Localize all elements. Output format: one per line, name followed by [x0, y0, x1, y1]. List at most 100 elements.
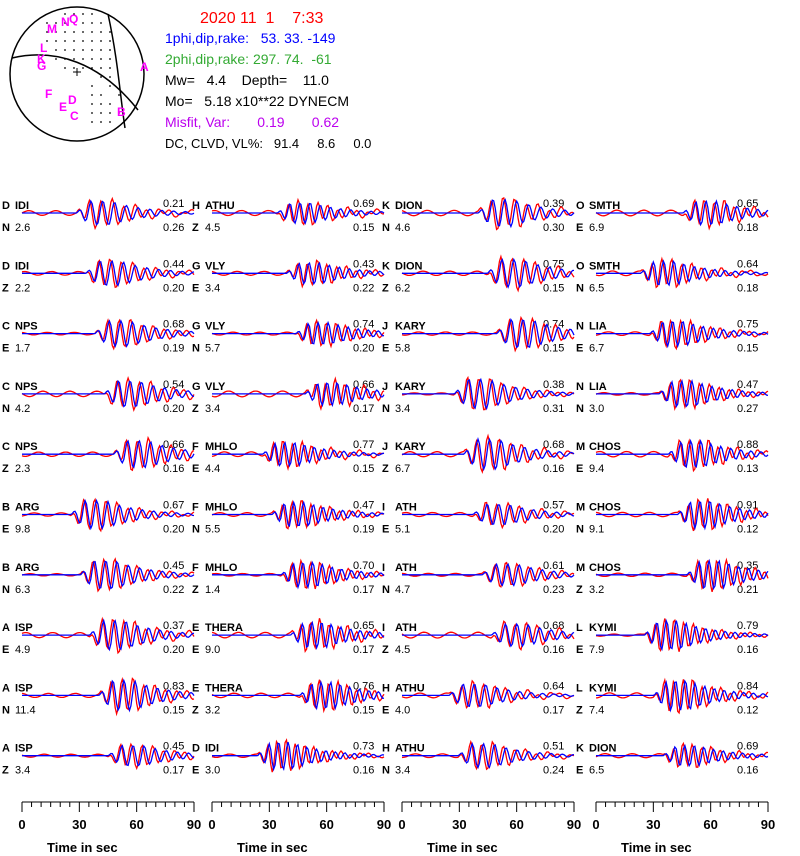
- synthetic-waveform: [596, 259, 769, 287]
- waveform-panel: G VLY E 3.4 0.43 0.22: [192, 258, 385, 294]
- compression-dot: [73, 31, 75, 33]
- tick-label: 90: [761, 817, 775, 832]
- observed-waveform: [21, 435, 195, 472]
- station-name: ARG: [15, 562, 39, 574]
- tick-label: 30: [646, 817, 660, 832]
- variance-reduction: 0.17: [353, 644, 374, 656]
- correlation: 0.79: [737, 620, 758, 632]
- compression-dot: [91, 103, 93, 105]
- correlation: 0.88: [737, 439, 758, 451]
- station-name: THERA: [205, 682, 243, 694]
- compression-dot: [46, 22, 48, 24]
- amplitude: 6.2: [395, 282, 410, 294]
- component: N: [382, 222, 390, 234]
- waveform-panel: F MHLO N 5.5 0.47 0.19: [192, 500, 385, 536]
- compression-dot: [100, 58, 102, 60]
- station-code: B: [2, 502, 10, 514]
- amplitude: 4.5: [395, 644, 410, 656]
- amplitude: 4.7: [395, 584, 410, 596]
- compression-dot: [91, 85, 93, 87]
- variance-reduction: 0.15: [163, 704, 184, 716]
- component: N: [192, 343, 200, 355]
- tick-label: 30: [452, 817, 466, 832]
- correlation: 0.64: [737, 258, 758, 270]
- compression-dot: [64, 40, 66, 42]
- station-name: KYMI: [589, 622, 617, 634]
- amplitude: 3.4: [205, 282, 220, 294]
- station-name: ATHU: [395, 743, 425, 755]
- waveform-panel: A ISP E 4.9 0.37 0.20: [2, 616, 195, 656]
- compression-dot: [55, 40, 57, 42]
- compression-dot: [91, 40, 93, 42]
- variance-reduction: 0.16: [737, 765, 758, 777]
- component: Z: [576, 704, 583, 716]
- compression-dot: [100, 67, 102, 69]
- observed-waveform: [211, 738, 385, 773]
- variance-reduction: 0.20: [163, 524, 184, 536]
- bb-letter-a: A: [140, 60, 149, 74]
- observed-waveform: [595, 498, 769, 532]
- amplitude: 3.4: [15, 765, 30, 777]
- amplitude: 11.4: [15, 704, 36, 716]
- observed-waveform: [21, 616, 195, 655]
- correlation: 0.44: [163, 258, 184, 270]
- bb-letter-m: M: [47, 22, 57, 36]
- synthetic-waveform: [212, 381, 385, 408]
- amplitude: 5.7: [205, 343, 220, 355]
- synthetic-waveform: [212, 202, 385, 225]
- station-code: I: [382, 502, 385, 514]
- station-name: NPS: [15, 441, 38, 453]
- station-name: IDI: [15, 260, 29, 272]
- amplitude: 5.5: [205, 524, 220, 536]
- synthetic-waveform: [212, 261, 385, 286]
- compression-dot: [82, 67, 84, 69]
- variance-reduction: 0.19: [353, 524, 374, 536]
- component: N: [192, 524, 200, 536]
- tick-label: 60: [509, 817, 523, 832]
- compression-dot: [118, 94, 120, 96]
- waveform-panel: G VLY N 5.7 0.74 0.20: [192, 318, 385, 355]
- amplitude: 1.4: [205, 584, 220, 596]
- compression-dot: [109, 58, 111, 60]
- station-name: SMTH: [589, 260, 620, 272]
- compression-dot: [109, 76, 111, 78]
- waveform-panel: A ISP Z 3.4 0.45 0.17: [2, 741, 195, 777]
- amplitude: 3.4: [205, 403, 220, 415]
- compression-dot: [109, 121, 111, 123]
- correlation: 0.61: [543, 560, 564, 572]
- component: E: [576, 222, 583, 234]
- station-code: K: [576, 743, 584, 755]
- observed-waveform: [401, 501, 575, 530]
- component: Z: [382, 463, 389, 475]
- magnitude-depth: Mw= 4.4 Depth= 11.0: [165, 72, 329, 88]
- station-code: A: [2, 622, 10, 634]
- synthetic-waveform: [212, 741, 385, 772]
- station-code: E: [192, 622, 199, 634]
- correlation: 0.45: [163, 560, 184, 572]
- correlation: 0.47: [353, 500, 374, 512]
- compression-dot: [100, 31, 102, 33]
- compression-dot: [100, 103, 102, 105]
- variance-reduction: 0.15: [737, 343, 758, 355]
- variance-reduction: 0.16: [543, 463, 564, 475]
- station-code: L: [576, 622, 583, 634]
- compression-dot: [91, 13, 93, 15]
- compression-dot: [91, 112, 93, 114]
- bb-letter-l: L: [40, 41, 47, 55]
- station-code: F: [192, 441, 199, 453]
- station-code: B: [2, 562, 10, 574]
- compression-dot: [82, 22, 84, 24]
- station-code: F: [192, 502, 199, 514]
- x-axis-label: Time in sec: [47, 840, 118, 855]
- component: Z: [192, 403, 199, 415]
- station-code: G: [192, 321, 201, 333]
- x-axis-label: Time in sec: [237, 840, 308, 855]
- amplitude: 4.6: [395, 222, 410, 234]
- correlation: 0.75: [737, 319, 758, 331]
- station-code: F: [192, 562, 199, 574]
- variance-reduction: 0.31: [543, 403, 564, 415]
- nodal-plane-1-params: 1phi,dip,rake: 53. 33. -149: [165, 30, 336, 46]
- amplitude: 6.9: [589, 222, 604, 234]
